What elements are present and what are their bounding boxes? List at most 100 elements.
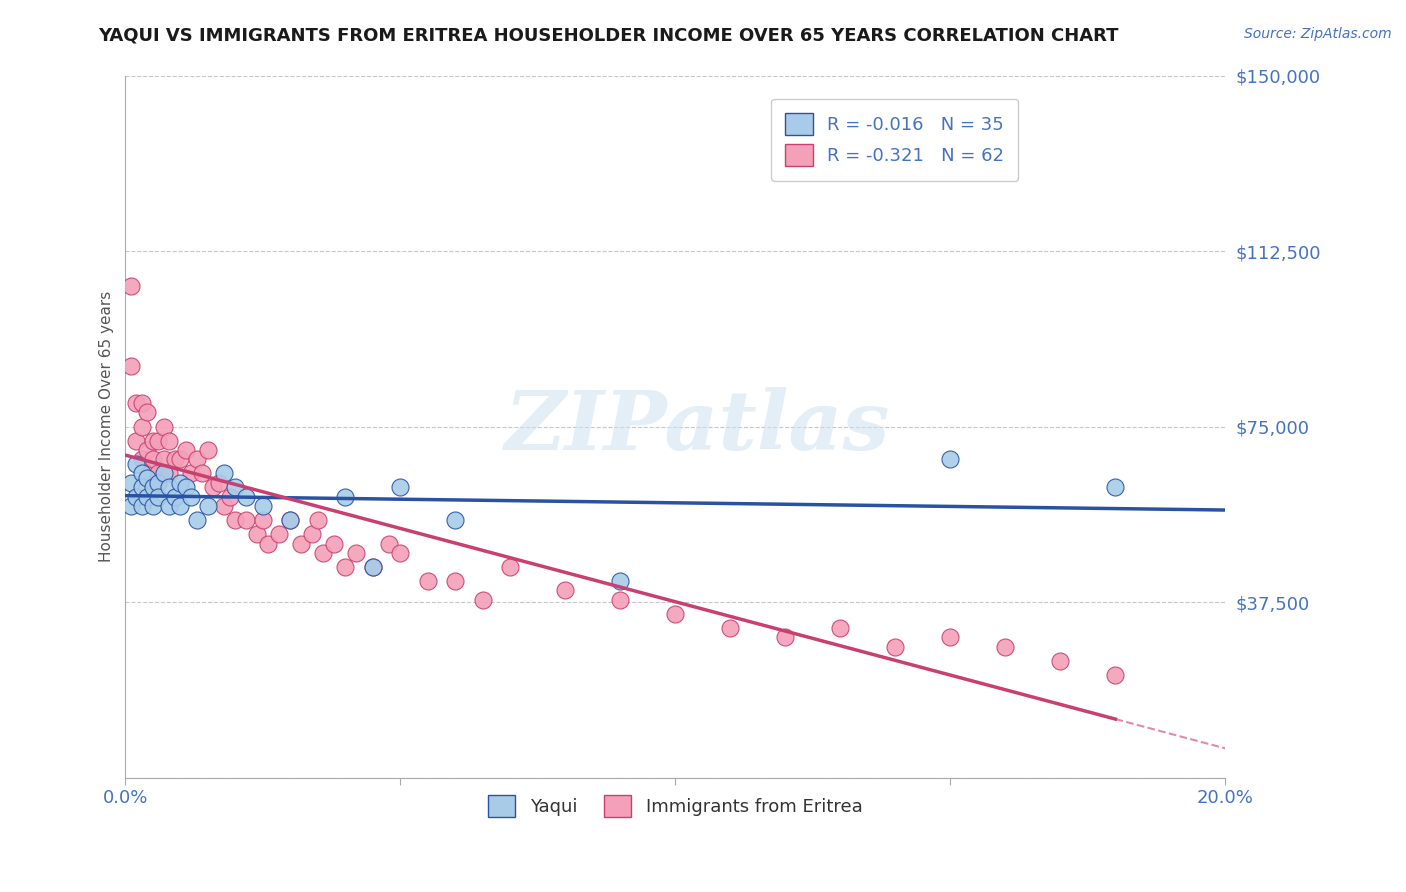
Point bbox=[444, 513, 467, 527]
Point bbox=[180, 467, 202, 481]
Point bbox=[148, 475, 170, 490]
Point bbox=[148, 490, 170, 504]
Point bbox=[323, 536, 346, 550]
Point bbox=[499, 560, 522, 574]
Point bbox=[148, 467, 170, 481]
Point bbox=[884, 640, 907, 654]
Point bbox=[280, 513, 302, 527]
Point bbox=[136, 471, 159, 485]
Point bbox=[142, 475, 165, 490]
Point bbox=[191, 467, 214, 481]
Text: ZIPatlas: ZIPatlas bbox=[505, 386, 890, 467]
Point bbox=[125, 490, 148, 504]
Point bbox=[444, 574, 467, 588]
Point bbox=[120, 475, 142, 490]
Point bbox=[186, 513, 208, 527]
Point bbox=[159, 434, 181, 448]
Point bbox=[214, 499, 236, 513]
Point bbox=[180, 490, 202, 504]
Point bbox=[186, 452, 208, 467]
Point bbox=[830, 621, 852, 635]
Point bbox=[346, 546, 368, 560]
Point bbox=[136, 442, 159, 457]
Point bbox=[554, 583, 576, 598]
Point bbox=[235, 513, 257, 527]
Point bbox=[202, 480, 225, 494]
Point bbox=[169, 499, 191, 513]
Point bbox=[290, 536, 312, 550]
Point bbox=[142, 434, 165, 448]
Point bbox=[301, 527, 323, 541]
Point bbox=[125, 434, 148, 448]
Point bbox=[361, 560, 384, 574]
Point bbox=[307, 513, 329, 527]
Point bbox=[131, 452, 153, 467]
Point bbox=[472, 592, 495, 607]
Point bbox=[389, 546, 412, 560]
Point bbox=[775, 630, 797, 644]
Point bbox=[378, 536, 401, 550]
Point bbox=[335, 560, 357, 574]
Point bbox=[174, 480, 197, 494]
Point bbox=[197, 499, 219, 513]
Point bbox=[252, 499, 274, 513]
Point bbox=[720, 621, 742, 635]
Point bbox=[136, 405, 159, 419]
Point bbox=[125, 396, 148, 410]
Point bbox=[125, 457, 148, 471]
Point bbox=[131, 499, 153, 513]
Point bbox=[153, 419, 176, 434]
Point bbox=[131, 419, 153, 434]
Point bbox=[169, 452, 191, 467]
Point bbox=[120, 499, 142, 513]
Point bbox=[120, 279, 142, 293]
Point bbox=[131, 467, 153, 481]
Point bbox=[246, 527, 269, 541]
Point bbox=[208, 475, 231, 490]
Point bbox=[214, 467, 236, 481]
Point bbox=[131, 480, 153, 494]
Point bbox=[269, 527, 291, 541]
Point bbox=[148, 434, 170, 448]
Point bbox=[416, 574, 439, 588]
Point bbox=[257, 536, 280, 550]
Point bbox=[120, 359, 142, 373]
Point bbox=[280, 513, 302, 527]
Point bbox=[142, 480, 165, 494]
Point bbox=[153, 467, 176, 481]
Point bbox=[224, 480, 246, 494]
Point bbox=[361, 560, 384, 574]
Point bbox=[1104, 667, 1126, 681]
Point bbox=[335, 490, 357, 504]
Point bbox=[1104, 480, 1126, 494]
Point bbox=[1049, 654, 1071, 668]
Point bbox=[224, 513, 246, 527]
Point bbox=[159, 467, 181, 481]
Point bbox=[312, 546, 335, 560]
Point bbox=[174, 442, 197, 457]
Point bbox=[136, 490, 159, 504]
Point bbox=[159, 499, 181, 513]
Point bbox=[219, 490, 242, 504]
Point bbox=[252, 513, 274, 527]
Point bbox=[235, 490, 257, 504]
Point bbox=[939, 452, 962, 467]
Point bbox=[131, 396, 153, 410]
Point bbox=[142, 452, 165, 467]
Point bbox=[159, 480, 181, 494]
Point bbox=[142, 499, 165, 513]
Point bbox=[939, 630, 962, 644]
Point bbox=[169, 475, 191, 490]
Point bbox=[136, 467, 159, 481]
Legend: Yaqui, Immigrants from Eritrea: Yaqui, Immigrants from Eritrea bbox=[481, 789, 870, 825]
Point bbox=[609, 574, 631, 588]
Point bbox=[994, 640, 1017, 654]
Point bbox=[389, 480, 412, 494]
Y-axis label: Householder Income Over 65 years: Householder Income Over 65 years bbox=[100, 291, 114, 562]
Point bbox=[664, 607, 686, 621]
Text: Source: ZipAtlas.com: Source: ZipAtlas.com bbox=[1244, 27, 1392, 41]
Point bbox=[609, 592, 631, 607]
Point bbox=[197, 442, 219, 457]
Text: YAQUI VS IMMIGRANTS FROM ERITREA HOUSEHOLDER INCOME OVER 65 YEARS CORRELATION CH: YAQUI VS IMMIGRANTS FROM ERITREA HOUSEHO… bbox=[98, 27, 1119, 45]
Point bbox=[163, 490, 186, 504]
